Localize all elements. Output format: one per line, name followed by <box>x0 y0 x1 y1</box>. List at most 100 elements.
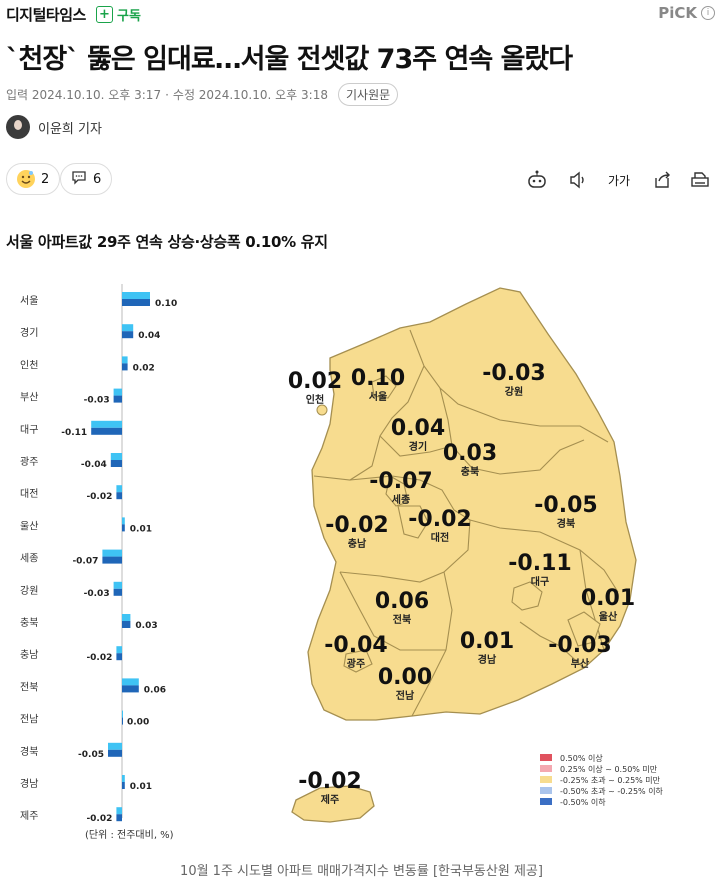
region-name: 세종 <box>392 493 410 506</box>
legend-label: -0.50% 이하 <box>560 797 606 807</box>
bar-prev <box>91 420 122 428</box>
bar-value-label: -0.07 <box>72 557 98 567</box>
reaction-button[interactable]: 2 <box>6 163 61 195</box>
region-name: 충남 <box>348 537 367 550</box>
bar-value-label: 0.02 <box>133 363 155 373</box>
region-value: 0.01 <box>581 586 635 611</box>
info-icon[interactable]: i <box>701 6 715 20</box>
bar <box>113 588 122 596</box>
figure-caption: 10월 1주 시도별 아파트 매매가격지수 변동률 [한국부동산원 제공] <box>180 864 543 879</box>
bar-value-label: -0.02 <box>86 653 112 663</box>
bar-prev <box>122 775 125 782</box>
bar <box>122 524 125 532</box>
original-article-button[interactable]: 기사원문 <box>337 83 399 106</box>
subscribe-button[interactable]: + 구독 <box>96 5 141 24</box>
plus-icon: + <box>96 6 113 23</box>
bar-value-label: 0.04 <box>138 331 160 341</box>
category-label: 대구 <box>20 424 38 436</box>
share-icon[interactable] <box>650 168 674 192</box>
region-value: 0.02 <box>288 369 342 394</box>
region-name: 부산 <box>571 657 590 670</box>
author-row[interactable]: 이윤희 기자 <box>6 115 102 139</box>
region-name: 전북 <box>393 613 411 626</box>
region-name: 서울 <box>369 390 387 403</box>
bar-value-label: -0.11 <box>61 428 87 438</box>
unit-note: (단위 : 전주대비, %) <box>85 828 174 841</box>
region-value: 0.00 <box>378 665 432 690</box>
korea-map: 0.02인천0.10서울0.04경기-0.03강원0.03충북-0.07세종-0… <box>288 287 637 823</box>
bar-value-label: 0.03 <box>135 621 157 631</box>
legend-swatch <box>540 798 552 805</box>
tts-robot-icon[interactable] <box>525 168 549 192</box>
map-legend: 0.50% 이상0.25% 이상 ~ 0.50% 미만 -0.25% 초과 ~ 0… <box>540 753 664 807</box>
bar <box>122 782 125 789</box>
bar <box>122 299 150 306</box>
bar-prev <box>116 807 122 815</box>
subscribe-label: 구독 <box>117 9 141 24</box>
article-meta: 입력 2024.10.10. 오후 3:17 · 수정 2024.10.10. … <box>6 83 399 106</box>
edit-date: 수정 2024.10.10. 오후 3:18 <box>172 88 328 102</box>
legend-label: 0.25% 이상 ~ 0.50% 미만 <box>560 764 658 774</box>
category-label: 전북 <box>20 681 38 693</box>
region-name: 광주 <box>347 658 365 670</box>
region-value: 0.01 <box>460 629 514 654</box>
region-value: 0.06 <box>375 589 429 614</box>
region-name: 경북 <box>557 517 575 530</box>
legend-swatch <box>540 787 552 794</box>
region-name: 제주 <box>321 793 339 806</box>
comment-icon <box>71 169 87 189</box>
region-name: 울산 <box>599 610 618 623</box>
region-value: 0.10 <box>351 366 405 391</box>
pick-badge[interactable]: PiCK i <box>658 4 715 22</box>
region-borders <box>313 329 619 717</box>
smile-emoji-icon <box>17 170 35 188</box>
bar <box>116 492 122 500</box>
category-label: 전남 <box>20 714 38 726</box>
category-label: 서울 <box>20 295 38 307</box>
print-icon[interactable] <box>688 168 712 192</box>
region-value: -0.05 <box>534 493 597 518</box>
input-date: 입력 2024.10.10. 오후 3:17 <box>6 88 162 102</box>
region-value: -0.03 <box>548 633 611 658</box>
region-name: 강원 <box>505 385 523 398</box>
bar-value-label: -0.05 <box>78 750 104 760</box>
speaker-icon[interactable] <box>566 168 590 192</box>
bar <box>122 717 123 725</box>
bar-prev <box>116 485 122 493</box>
bar-value-label: -0.02 <box>86 492 112 502</box>
region-value: -0.03 <box>482 361 545 386</box>
bar-value-label: 0.01 <box>130 524 152 534</box>
legend-swatch <box>540 776 552 783</box>
bar-prev <box>122 678 139 686</box>
author-name: 이윤희 기자 <box>38 121 102 137</box>
bar <box>102 556 122 564</box>
category-label: 충북 <box>20 617 38 629</box>
category-label: 광주 <box>20 456 38 468</box>
region-value: -0.04 <box>324 633 387 658</box>
category-label: 세종 <box>20 553 38 565</box>
bar <box>113 395 122 403</box>
legend-label: -0.50% 초과 ~ -0.25% 이하 <box>560 786 664 796</box>
region-name: 인천 <box>306 393 324 406</box>
bar-prev <box>122 324 134 332</box>
category-label: 제주 <box>20 810 38 822</box>
bar-prev <box>122 710 123 718</box>
bar <box>116 814 122 822</box>
legend-label: -0.25% 초과 ~ 0.25% 미만 <box>560 776 661 785</box>
meta-separator: · <box>165 87 169 102</box>
category-label: 경북 <box>20 745 38 758</box>
font-size-button[interactable]: 가가 <box>607 173 631 188</box>
region-name: 대전 <box>431 531 449 544</box>
bar-value-label: 0.01 <box>130 782 152 792</box>
bar-prev <box>113 388 122 396</box>
legend-swatch <box>540 754 552 761</box>
bar-prev <box>122 517 125 525</box>
region-value: 0.03 <box>443 441 497 466</box>
legend-label: 0.50% 이상 <box>560 753 603 763</box>
brand-logo[interactable]: 디지털타임스 <box>6 6 86 24</box>
category-label: 대전 <box>20 488 38 500</box>
bar <box>122 363 128 371</box>
bar-value-label: 0.00 <box>127 718 149 728</box>
comment-button[interactable]: 6 <box>60 163 113 195</box>
